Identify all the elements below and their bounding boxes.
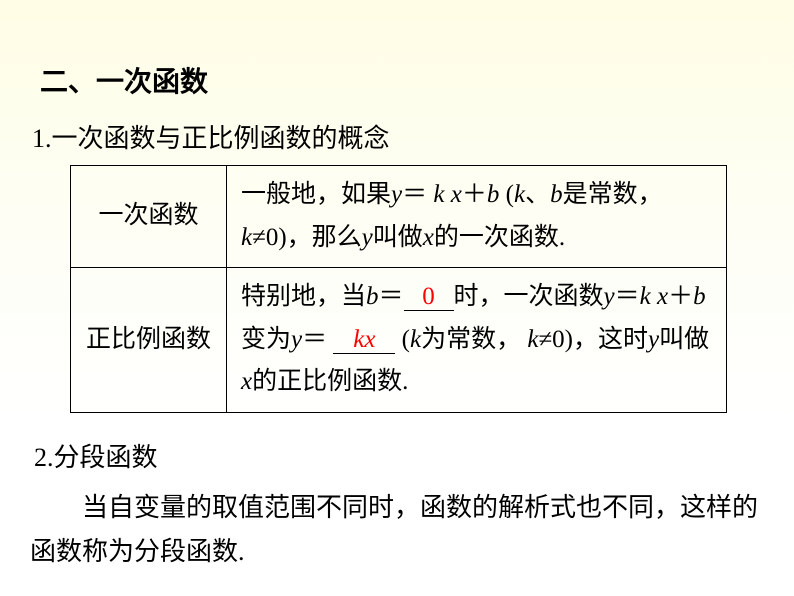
text-fragment: 一般地，如果 [241, 181, 391, 208]
text-fragment: 的一次函数. [434, 224, 565, 251]
math-y: y [648, 326, 659, 353]
math-k: k [527, 326, 538, 353]
math-x: x [423, 224, 434, 251]
text-fragment: 叫做 [373, 224, 423, 251]
math-paren: ( [402, 326, 410, 353]
math-k: k [241, 224, 252, 251]
math-k: k [640, 283, 651, 310]
table-row: 正比例函数 特别地，当b＝0时，一次函数y＝k x＋b变为y＝ kx (k为常数… [71, 268, 727, 413]
text-fragment: 是常数， [563, 181, 663, 208]
text-fragment: 为常数， [421, 326, 521, 353]
row1-label: 一次函数 [71, 166, 227, 268]
text-fragment: ，这时 [573, 326, 648, 353]
blank-value-2: kx [353, 326, 375, 353]
sub2-num: 2. [34, 443, 54, 472]
math-neq: ≠0) [538, 326, 573, 353]
math-y: y [362, 224, 373, 251]
math-eq: ＝ [302, 326, 327, 353]
math-k: k [514, 181, 525, 208]
text-fragment: 叫做 [659, 326, 709, 353]
row2-desc: 特别地，当b＝0时，一次函数y＝k x＋b变为y＝ kx (k为常数， k≠0)… [227, 268, 727, 413]
sub1-num: 1. [32, 124, 52, 153]
math-eq: ＝ [615, 283, 640, 310]
paragraph: 当自变量的取值范围不同时，函数的解析式也不同，这样的函数称为分段函数. [30, 486, 764, 574]
math-x: x [451, 181, 462, 208]
text-fragment: 时，一次函数 [454, 283, 604, 310]
concept-table: 一次函数 一般地，如果y＝ k x＋b (k、b是常数，k≠0)，那么y叫做x的… [70, 165, 727, 413]
math-plus: ＋ [668, 283, 693, 310]
math-k: k [433, 181, 444, 208]
math-b: b [366, 283, 379, 310]
math-x: x [657, 283, 668, 310]
table-row: 一次函数 一般地，如果y＝ k x＋b (k、b是常数，k≠0)，那么y叫做x的… [71, 166, 727, 268]
subtitle-1: 1.一次函数与正比例函数的概念 [32, 118, 754, 155]
math-y: y [291, 326, 302, 353]
subtitle-2: 2.分段函数 [34, 437, 754, 474]
math-x: x [241, 368, 252, 395]
section-title: 二、一次函数 [40, 60, 754, 100]
fill-blank-1: 0 [404, 283, 454, 311]
sub2-text: 分段函数 [54, 443, 158, 472]
text-fragment: ，那么 [287, 224, 362, 251]
math-b: b [550, 181, 563, 208]
math-paren: ( [506, 181, 514, 208]
text-fragment: 特别地，当 [241, 283, 366, 310]
math-eq: ＝ [402, 181, 427, 208]
row1-desc: 一般地，如果y＝ k x＋b (k、b是常数，k≠0)，那么y叫做x的一次函数. [227, 166, 727, 268]
math-plus: ＋ [462, 181, 487, 208]
math-neq: ≠0) [252, 224, 287, 251]
math-b: b [693, 283, 706, 310]
math-eq: ＝ [379, 283, 404, 310]
blank-value-1: 0 [422, 283, 435, 310]
sub1-text: 一次函数与正比例函数的概念 [52, 124, 390, 153]
math-y: y [604, 283, 615, 310]
math-k: k [410, 326, 421, 353]
fill-blank-2: kx [333, 326, 395, 354]
text-fragment: 变为 [241, 326, 291, 353]
text-fragment: 的正比例函数. [252, 368, 408, 395]
row2-label: 正比例函数 [71, 268, 227, 413]
math-y: y [391, 181, 402, 208]
math-b: b [487, 181, 500, 208]
